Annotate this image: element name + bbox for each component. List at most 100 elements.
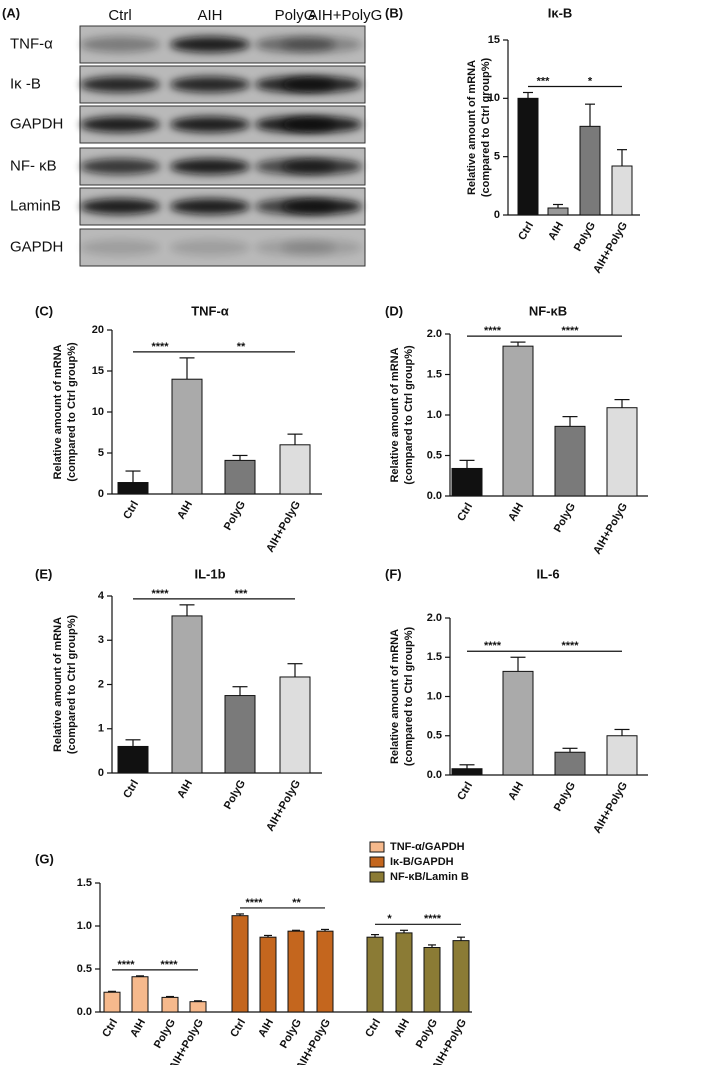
bar: [131, 976, 149, 1013]
band: [80, 36, 160, 53]
y-axis-label: Relative amount of mRNA: [52, 344, 64, 479]
x-tick-label: PolyG: [278, 1017, 304, 1051]
chart-title: NF-κB: [529, 303, 567, 318]
bar: [423, 947, 441, 1013]
significance-label: ****: [484, 640, 502, 652]
y-tick-label: 4: [98, 590, 105, 602]
y-axis-label: (compared to Ctrl group%): [403, 627, 415, 767]
bar: [451, 467, 483, 497]
y-axis-label: Relative amount of mRNA: [389, 347, 401, 482]
chart-title: Iκ-B: [548, 5, 573, 20]
panel-label: (G): [35, 851, 54, 866]
y-tick-label: 5: [494, 151, 500, 163]
chart-title: IL-6: [536, 566, 559, 581]
band: [282, 36, 362, 53]
y-tick-label: 1.0: [427, 690, 442, 702]
x-tick-label: PolyG: [552, 780, 578, 814]
chart-title: IL-1b: [194, 566, 225, 581]
column-label: AIH: [197, 7, 222, 24]
legend-label: Iκ-B/GAPDH: [390, 856, 454, 868]
legend-label: NF-κB/Lamin B: [390, 871, 469, 883]
row-label: GAPDH: [10, 115, 63, 132]
bar: [161, 996, 179, 1013]
bar: [224, 695, 256, 774]
y-tick-label: 20: [92, 324, 104, 336]
bar: [554, 425, 586, 497]
band: [170, 36, 250, 53]
bar: [395, 932, 413, 1013]
band: [170, 116, 250, 133]
x-tick-label: AIH: [546, 220, 566, 242]
significance-label: ****: [484, 325, 502, 337]
significance-label: *: [588, 75, 593, 87]
y-axis-label: (compared to Ctrl group%): [403, 345, 415, 485]
y-tick-label: 2.0: [427, 328, 442, 340]
bar: [171, 378, 203, 495]
x-tick-label: AIH: [128, 1017, 148, 1039]
bar: [117, 482, 149, 495]
y-tick-label: 0.0: [427, 769, 442, 781]
bar: [547, 207, 569, 216]
bar: [117, 745, 149, 774]
y-tick-label: 10: [488, 92, 500, 104]
significance-label: ****: [151, 341, 169, 353]
legend-label: TNF-α/GAPDH: [390, 841, 465, 853]
bar: [502, 670, 534, 776]
significance-label: ****: [561, 325, 579, 337]
x-tick-label: AIH+PolyG: [591, 220, 630, 275]
panel-label: (D): [385, 303, 403, 318]
band: [282, 76, 362, 93]
column-label: AIH+PolyG: [308, 7, 383, 24]
x-tick-label: AIH: [256, 1017, 276, 1039]
y-tick-label: 10: [92, 406, 104, 418]
bar: [316, 930, 334, 1013]
significance-label: **: [237, 341, 246, 353]
x-tick-label: Ctrl: [228, 1017, 248, 1039]
bar: [224, 459, 256, 495]
bar: [502, 345, 534, 497]
bar: [554, 751, 586, 776]
y-tick-label: 0: [494, 209, 500, 221]
y-tick-label: 1.5: [77, 877, 92, 889]
bar: [451, 768, 483, 776]
band: [170, 158, 250, 175]
chart-title: TNF-α: [191, 303, 229, 318]
band: [80, 198, 160, 215]
bar: [366, 936, 384, 1013]
x-tick-label: AIH+PolyG: [264, 778, 303, 833]
panel-label: (B): [385, 5, 403, 20]
band: [80, 239, 160, 256]
bar: [452, 940, 470, 1013]
bar: [579, 125, 601, 216]
y-tick-label: 0.0: [427, 490, 442, 502]
significance-label: ****: [424, 913, 442, 925]
band: [80, 76, 160, 93]
x-tick-label: AIH: [175, 499, 195, 521]
x-tick-label: PolyG: [222, 778, 248, 812]
y-axis-label: (compared to Ctrl group%): [66, 615, 78, 755]
y-tick-label: 0: [98, 488, 104, 500]
bar: [287, 930, 305, 1013]
panel-label: (A): [2, 5, 20, 20]
y-tick-label: 1.0: [77, 920, 92, 932]
x-tick-label: Ctrl: [363, 1017, 383, 1039]
y-tick-label: 1.5: [427, 368, 442, 380]
bar: [279, 444, 311, 495]
x-tick-label: AIH: [175, 778, 195, 800]
y-tick-label: 1: [98, 723, 104, 735]
bar: [259, 936, 277, 1013]
band: [170, 239, 250, 256]
y-tick-label: 1.5: [427, 651, 442, 663]
band: [282, 158, 362, 175]
western-blot: [79, 25, 366, 267]
row-label: TNF-α: [10, 35, 53, 52]
x-tick-label: AIH+PolyG: [591, 501, 630, 556]
column-label: PolyG: [275, 7, 316, 24]
panel-label: (F): [385, 566, 402, 581]
bar: [171, 615, 203, 774]
panel-label: (C): [35, 303, 53, 318]
significance-label: ****: [151, 588, 169, 600]
band: [282, 239, 362, 256]
bar: [189, 1001, 207, 1013]
row-label: GAPDH: [10, 238, 63, 255]
